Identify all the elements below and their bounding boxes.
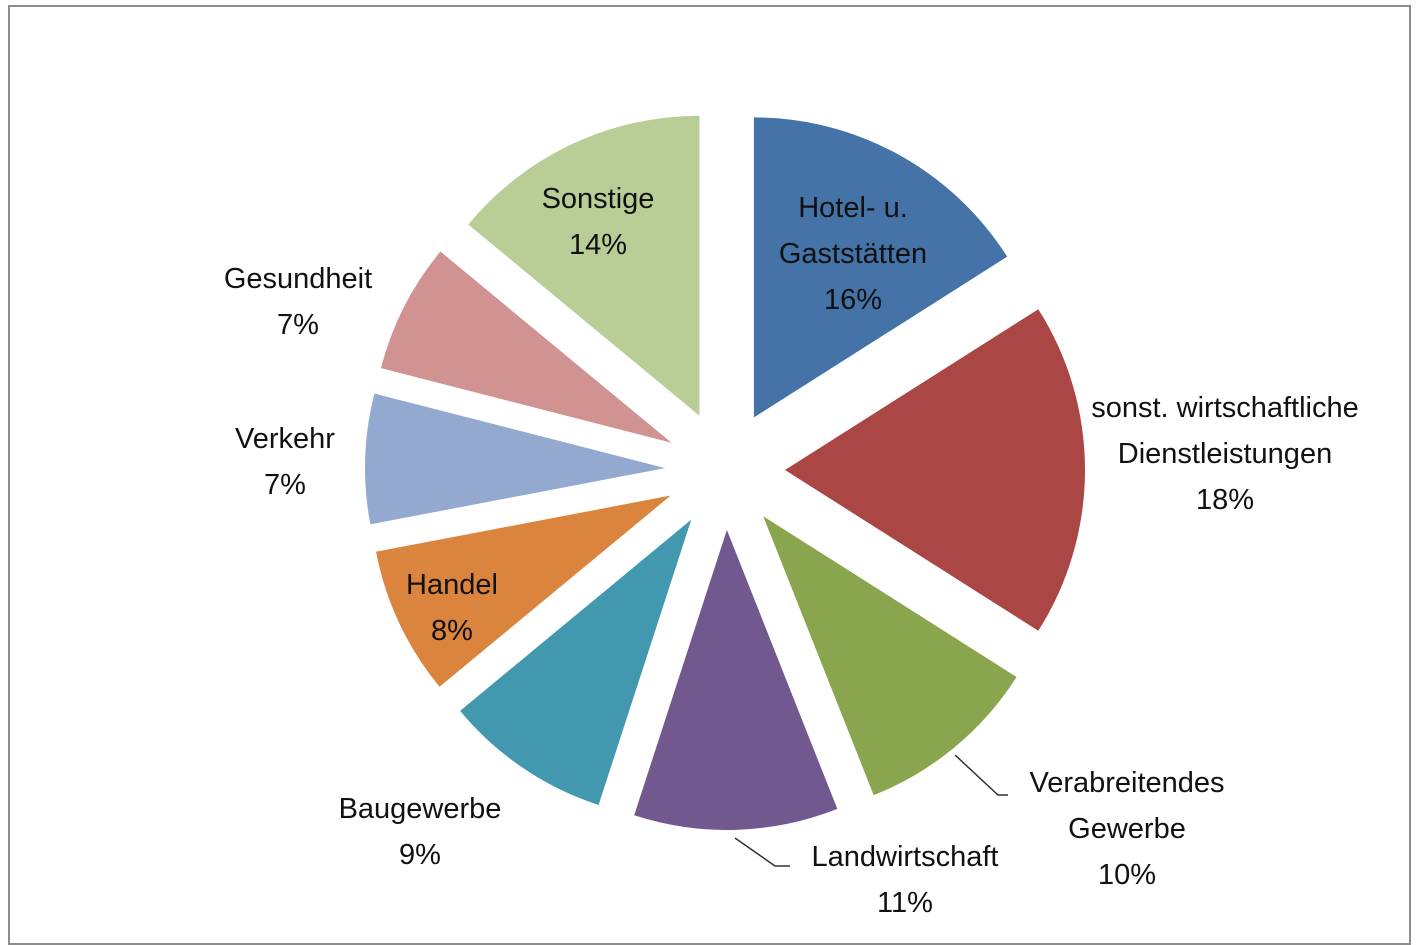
slice-label: Baugewerbe 9%: [300, 786, 540, 878]
slice-label: Verkehr 7%: [205, 416, 365, 508]
value-label: 7%: [264, 469, 306, 501]
category-label: Hotel- u. Gaststätten: [778, 192, 928, 270]
value-label: 8%: [431, 615, 473, 647]
value-label: 10%: [1097, 859, 1157, 891]
slice-label: Landwirtschaft 11%: [775, 834, 1035, 926]
pie-slice: [380, 251, 672, 443]
slice-label: Verabreitendes Gewerbe 10%: [1002, 760, 1252, 898]
value-label: 14%: [568, 229, 628, 261]
pie-slice: [376, 495, 671, 687]
leader-line: [734, 837, 790, 867]
pie-slice: [634, 529, 838, 830]
value-label: 18%: [1195, 484, 1255, 516]
category-label: Sonstige: [541, 183, 655, 215]
category-label: Landwirtschaft: [811, 841, 999, 873]
slice-label: sonst. wirtschaftliche Dienstleistungen 1…: [1080, 385, 1370, 523]
value-label: 7%: [277, 309, 319, 341]
pie-slice: [763, 516, 1017, 796]
slice-label: Hotel- u. Gaststätten 16%: [753, 185, 953, 323]
category-label: Handel: [406, 569, 498, 601]
slice-label: Gesundheit 7%: [198, 256, 398, 348]
value-label: 9%: [399, 839, 441, 871]
slice-label: Handel 8%: [372, 562, 532, 654]
pie-slice: [468, 115, 700, 416]
pie-slice: [460, 519, 692, 805]
category-label: Baugewerbe: [338, 793, 502, 825]
category-label: Gesundheit: [223, 263, 373, 295]
category-label: sonst. wirtschaftliche Dienstleistungen: [1091, 392, 1359, 470]
slice-label: Sonstige 14%: [518, 176, 678, 268]
value-label: 16%: [823, 284, 883, 316]
leader-line: [954, 754, 1008, 796]
category-label: Verkehr: [235, 423, 335, 455]
category-label: Verabreitendes Gewerbe: [1029, 767, 1225, 845]
pie-slice: [785, 309, 1085, 631]
pie-slice: [365, 393, 666, 525]
pie-slice: [753, 117, 1008, 418]
value-label: 11%: [877, 887, 933, 919]
